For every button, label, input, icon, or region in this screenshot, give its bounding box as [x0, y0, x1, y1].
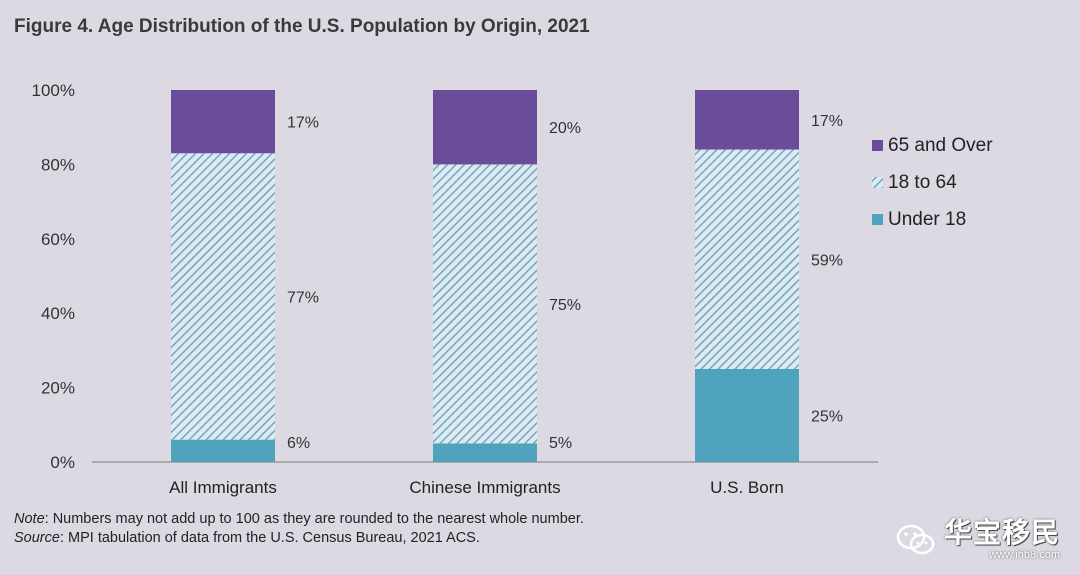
data-label: 77% [287, 289, 319, 306]
data-label: 20% [549, 120, 581, 137]
bar-segment [433, 90, 537, 165]
note-label: Note [14, 511, 45, 527]
bar-segment [171, 153, 275, 440]
bar-segment [171, 90, 275, 154]
bar-segment [695, 369, 799, 462]
category-label: U.S. Born [710, 478, 784, 497]
data-label: 75% [549, 297, 581, 314]
data-label: 59% [811, 252, 843, 269]
category-label: Chinese Immigrants [409, 478, 560, 497]
data-label: 17% [287, 115, 319, 132]
source-label: Source [14, 530, 60, 546]
bar-segment [433, 443, 537, 462]
legend-label: 65 and Over [888, 135, 993, 156]
legend: 65 and Over 18 to 64 Under 18 [872, 135, 993, 230]
y-tick-label: 100% [32, 81, 75, 100]
data-label: 17% [811, 113, 843, 130]
y-tick-label: 80% [41, 155, 75, 174]
y-tick-label: 0% [50, 453, 75, 472]
legend-swatch [872, 177, 883, 188]
bar-segment [171, 439, 275, 462]
legend-swatch [872, 214, 883, 225]
bar-segment [433, 164, 537, 444]
legend-label: 18 to 64 [888, 172, 957, 193]
data-label: 5% [549, 435, 572, 452]
note-text: : Numbers may not add up to 100 as they … [44, 511, 584, 527]
y-tick-label: 40% [41, 304, 75, 323]
y-tick-label: 20% [41, 379, 75, 398]
watermark-logo: 华宝移民 [943, 516, 1060, 549]
footnote-source: Source: MPI tabulation of data from the … [14, 530, 480, 546]
bar-segment [695, 90, 799, 150]
chart-title: Figure 4. Age Distribution of the U.S. P… [14, 16, 590, 37]
footnote-note: Note: Numbers may not add up to 100 as t… [14, 511, 584, 527]
bar-segment [695, 149, 799, 369]
wechat-icon [896, 524, 935, 555]
source-text: : MPI tabulation of data from the U.S. C… [59, 530, 480, 546]
category-label: All Immigrants [169, 478, 277, 497]
y-tick-label: 60% [41, 230, 75, 249]
bars [171, 90, 799, 462]
data-label: 25% [811, 409, 843, 426]
legend-swatch [872, 140, 883, 151]
data-label: 6% [287, 435, 310, 452]
watermark: 华宝移民 www.ihb8.com [896, 519, 1060, 561]
watermark-url: www.ihb8.com [989, 549, 1060, 561]
data-labels: 6% 77% 17% All Immigrants 5% 75% 20% Chinese Im… [169, 113, 843, 497]
legend-label: Under 18 [888, 209, 966, 230]
